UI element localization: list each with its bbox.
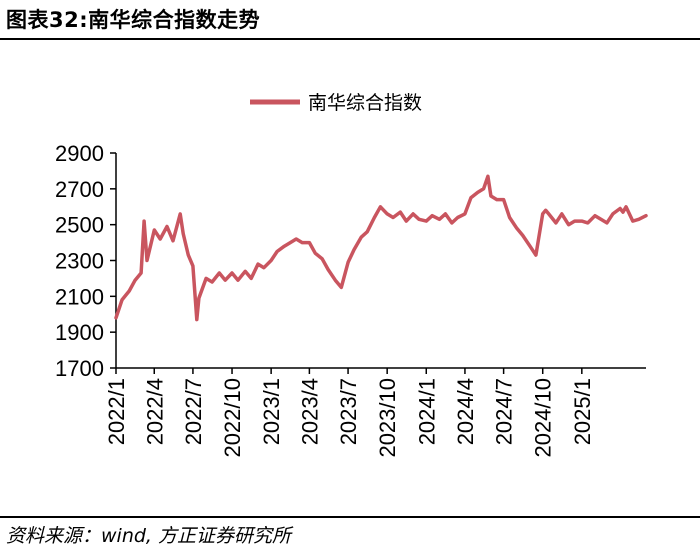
y-tick-label: 1700 — [55, 356, 104, 381]
legend: 南华综合指数 — [250, 92, 422, 114]
x-tick-label: 2024/1 — [414, 378, 439, 445]
x-tick-label: 2023/7 — [336, 378, 361, 445]
legend-label: 南华综合指数 — [308, 92, 422, 114]
footer-divider — [0, 516, 700, 518]
figure-title: 图表32:南华综合指数走势 — [6, 8, 261, 32]
y-tick-label: 1900 — [55, 320, 104, 345]
x-tick-label: 2024/4 — [453, 378, 478, 445]
y-tick-label: 2500 — [55, 213, 104, 238]
x-tick-label: 2022/7 — [181, 378, 206, 445]
y-tick-label: 2300 — [55, 249, 104, 274]
series-line-nanhua-index — [114, 174, 648, 322]
x-tick-label: 2022/4 — [142, 378, 167, 445]
x-tick-label: 2024/7 — [492, 378, 517, 445]
x-tick-label: 2023/10 — [375, 378, 400, 458]
x-tick-label: 2023/1 — [259, 378, 284, 445]
chart-area: 南华综合指数 1700 1900 2100 2300 2500 2700 2900 2022… — [55, 92, 648, 458]
y-tick-label: 2900 — [55, 141, 104, 166]
source-note: 资料来源：wind, 方正证券研究所 — [6, 525, 292, 547]
y-tick-label: 2100 — [55, 284, 104, 309]
y-axis: 1700 1900 2100 2300 2500 2700 2900 — [55, 141, 117, 381]
title-divider — [0, 38, 700, 40]
y-tick-label: 2700 — [55, 177, 104, 202]
x-tick-label: 2024/10 — [531, 378, 556, 458]
x-axis: 2022/1 2022/4 2022/7 2022/10 2023/1 2023/4 202… — [104, 367, 646, 458]
x-tick-label: 2023/4 — [297, 378, 322, 445]
x-tick-label: 2022/10 — [220, 378, 245, 458]
x-tick-label: 2025/1 — [570, 378, 595, 445]
x-tick-label: 2022/1 — [104, 378, 129, 445]
